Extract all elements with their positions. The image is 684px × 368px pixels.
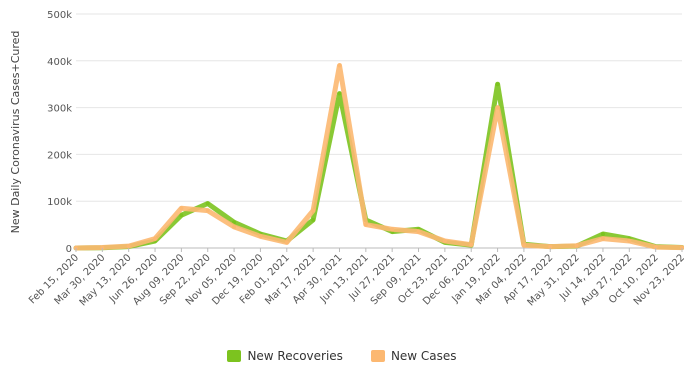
data-point [600,231,605,236]
data-point [311,217,316,222]
data-point [126,244,131,249]
data-point [627,238,632,243]
grid [76,13,682,202]
data-point [442,238,447,243]
data-point [574,243,579,248]
y-tick-label: 500k [47,10,72,21]
y-axis-label: New Daily Coronavirus Cases+Cured [9,31,22,234]
data-point [153,236,158,241]
data-point [337,91,342,96]
data-point [179,206,184,211]
data-point [469,242,474,247]
legend-label-cases: New Cases [390,349,457,363]
data-point [390,227,395,232]
legend-item-recoveries[interactable]: New Recoveries [227,349,343,363]
data-point [311,208,316,213]
data-point [600,236,605,241]
y-tick-label: 300k [47,104,72,115]
data-point [205,208,210,213]
data-point [232,220,237,225]
data-point [258,234,263,239]
data-point [284,240,289,245]
data-point [337,63,342,68]
data-point [653,245,658,250]
data-point [416,229,421,234]
legend-swatch-recoveries [227,350,242,362]
data-point [495,82,500,87]
data-point [100,245,105,250]
series-line [73,63,684,251]
legend: New Recoveries New Cases [0,349,684,363]
data-point [521,243,526,248]
legend-swatch-cases [370,350,385,362]
data-point [179,213,184,218]
y-tick-label: 200k [47,150,72,161]
y-tick-label: 0 [66,244,72,255]
legend-label-recoveries: New Recoveries [247,349,343,363]
y-axis: 0 100k 200k 300k 400k 500k [47,10,72,255]
data-point [205,201,210,206]
data-point [363,222,368,227]
data-point [548,244,553,249]
data-point [680,245,684,250]
legend-item-cases[interactable]: New Cases [370,349,457,363]
data-point [495,105,500,110]
series-cases [73,63,684,251]
data-point [232,224,237,229]
series-layer [73,63,684,251]
y-tick-label: 100k [47,197,72,208]
y-tick-label: 400k [47,57,72,68]
